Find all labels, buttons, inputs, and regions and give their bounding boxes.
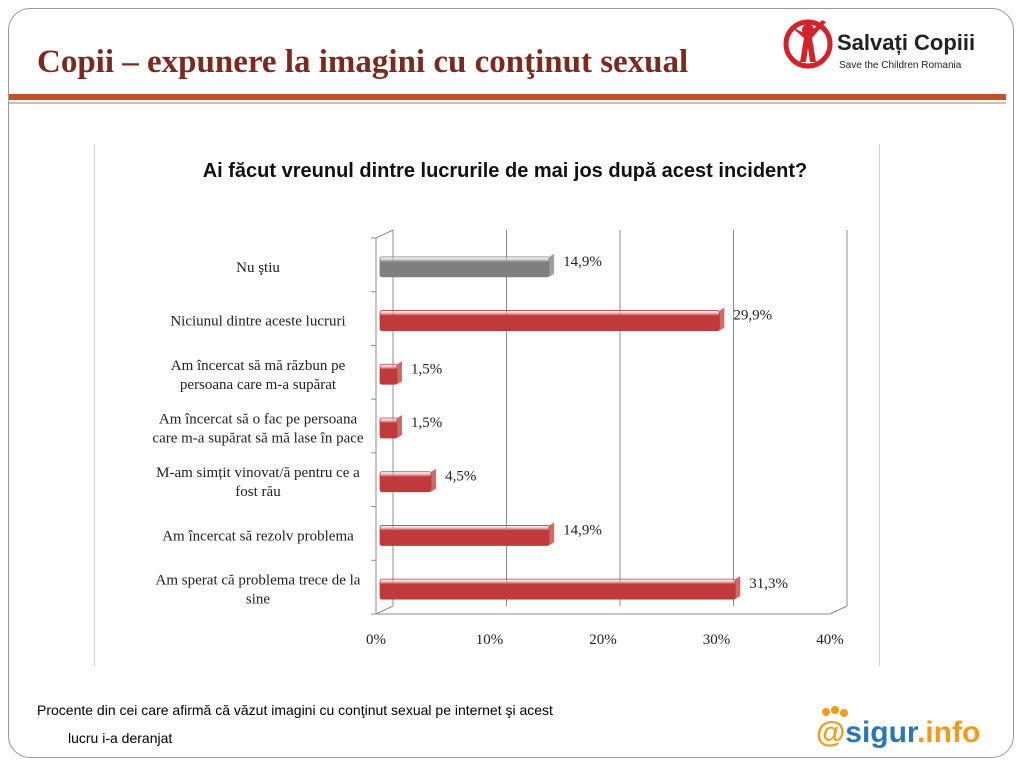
bar-2 <box>379 363 398 385</box>
category-label-4: M-am simțit vinovat/ă pentru ce a fost ră… <box>156 465 360 500</box>
bar-cap-1 <box>719 307 725 331</box>
title-divider <box>9 94 1006 100</box>
x-tick-label-3: 30% <box>703 632 731 648</box>
x-tick-label-1: 10% <box>476 632 504 648</box>
bar-value-label-6: 31,3% <box>749 576 788 592</box>
category-label-5: Am încercat să rezolv problema <box>162 528 354 544</box>
axis-floor-right <box>829 605 848 615</box>
bar-cap-4 <box>431 468 437 492</box>
sigur-info-logo: @sigur.info <box>812 706 1002 760</box>
bar-cap-3 <box>397 415 403 438</box>
sigur-at: @ <box>816 716 846 749</box>
category-label-3: Am încercat să o fac pe persoana care m-a… <box>152 412 363 447</box>
bar-value-label-3: 1,5% <box>411 415 442 431</box>
bar-4 <box>379 471 432 493</box>
bar-1 <box>379 310 720 331</box>
salvati-copiii-emblem-icon <box>783 19 833 69</box>
title-divider-thin <box>9 102 1006 104</box>
bar-5 <box>379 525 550 546</box>
slide-title: Copii – expunere la imagini cu conţinut … <box>37 44 689 80</box>
sigur-info-wordmark: @sigur.info <box>816 716 980 750</box>
chart-title: Ai făcut vreunul dintre lucrurile de mai… <box>202 160 808 182</box>
category-label-2: Am încercat să mă răzbun pe persoana care… <box>171 358 346 393</box>
bar-value-label-2: 1,5% <box>411 361 442 377</box>
bar-value-label-4: 4,5% <box>445 469 476 485</box>
bar-value-label-0: 14,9% <box>563 254 602 270</box>
category-label-1: Niciunul dintre aceste lucruri <box>170 314 345 330</box>
x-tick-label-0: 0% <box>366 632 386 648</box>
paw-icon <box>822 706 848 717</box>
category-label-6: Am sperat că problema trece de la sine <box>156 573 361 608</box>
footnote: Procente din cei care afirmă că văzut im… <box>37 696 677 752</box>
salvati-copiii-name: Salvați Copiii <box>837 30 976 55</box>
category-label-0: Nu ştiu <box>236 260 280 276</box>
bar-value-label-5: 14,9% <box>563 522 602 538</box>
axis-top-left <box>375 229 394 239</box>
x-tick-label-2: 20% <box>589 632 617 648</box>
bar-cap-5 <box>549 522 555 546</box>
bar-cap-2 <box>397 361 403 385</box>
salvati-copiii-logo: Salvați Copiii Save the Children Romania <box>782 16 992 76</box>
bar-value-label-1: 29,9% <box>733 308 772 324</box>
bar-0 <box>379 256 550 278</box>
bar-cap-0 <box>549 253 555 277</box>
bar-cap-6 <box>735 576 741 600</box>
bar-6 <box>379 578 736 600</box>
chart-frame <box>94 144 880 666</box>
slide-frame <box>8 8 1014 758</box>
axis-floor-left <box>375 605 394 615</box>
x-tick-label-4: 40% <box>816 632 844 648</box>
footnote-line-2: lucru i-a deranjat <box>68 730 173 746</box>
footnote-line-1: Procente din cei care afirmă că văzut im… <box>37 702 553 718</box>
bar-3 <box>379 417 398 439</box>
sigur-suffix: .info <box>916 716 981 749</box>
salvati-copiii-subtitle: Save the Children Romania <box>839 60 962 71</box>
sigur-name: sigur <box>845 716 917 749</box>
